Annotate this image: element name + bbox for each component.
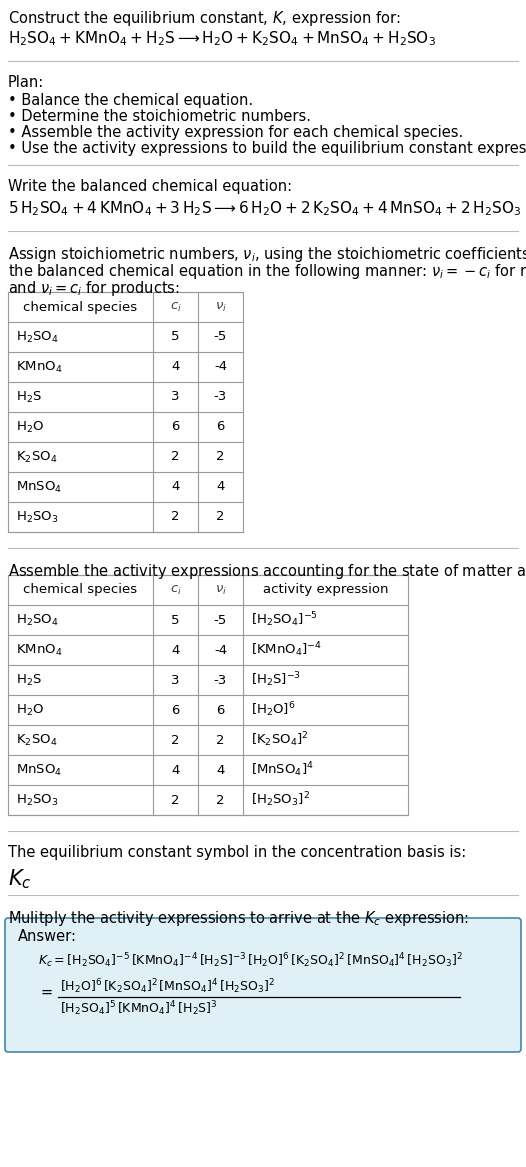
Text: $\mathrm{H_2S}$: $\mathrm{H_2S}$	[16, 672, 42, 687]
Text: $\mathrm{K_2SO_4}$: $\mathrm{K_2SO_4}$	[16, 733, 57, 748]
Text: • Determine the stoichiometric numbers.: • Determine the stoichiometric numbers.	[8, 109, 311, 124]
Text: 2: 2	[216, 450, 225, 463]
Text: The equilibrium constant symbol in the concentration basis is:: The equilibrium constant symbol in the c…	[8, 845, 466, 860]
Text: 4: 4	[216, 481, 225, 494]
Text: 5: 5	[171, 614, 180, 627]
Text: 5: 5	[171, 330, 180, 343]
Text: • Assemble the activity expression for each chemical species.: • Assemble the activity expression for e…	[8, 125, 463, 140]
Text: 3: 3	[171, 391, 180, 404]
Text: $\mathrm{H_2SO_4 + KMnO_4 + H_2S \longrightarrow H_2O + K_2SO_4 + MnSO_4 + H_2SO: $\mathrm{H_2SO_4 + KMnO_4 + H_2S \longri…	[8, 29, 436, 48]
Text: 2: 2	[171, 450, 180, 463]
Text: chemical species: chemical species	[24, 584, 138, 596]
Text: 2: 2	[171, 510, 180, 524]
Text: $\mathrm{[H_2O]^6\,[K_2SO_4]^2\,[MnSO_4]^4\,[H_2SO_3]^2}$: $\mathrm{[H_2O]^6\,[K_2SO_4]^2\,[MnSO_4]…	[60, 977, 275, 995]
Text: activity expression: activity expression	[263, 584, 388, 596]
Text: 4: 4	[171, 763, 180, 776]
Text: 4: 4	[171, 481, 180, 494]
Text: Construct the equilibrium constant, $K$, expression for:: Construct the equilibrium constant, $K$,…	[8, 9, 401, 28]
Text: 3: 3	[171, 673, 180, 686]
Text: 6: 6	[171, 704, 180, 717]
Text: $\mathrm{MnSO_4}$: $\mathrm{MnSO_4}$	[16, 480, 62, 495]
Text: 2: 2	[171, 734, 180, 747]
Bar	[8, 575, 408, 815]
Text: $\mathrm{H_2SO_3}$: $\mathrm{H_2SO_3}$	[16, 792, 58, 808]
Text: $\mathrm{H_2O}$: $\mathrm{H_2O}$	[16, 419, 44, 434]
Text: $\mathrm{H_2SO_4}$: $\mathrm{H_2SO_4}$	[16, 329, 58, 344]
Text: $c_i$: $c_i$	[169, 300, 181, 314]
Text: -3: -3	[214, 673, 227, 686]
Text: Assemble the activity expressions accounting for the state of matter and $\nu_i$: Assemble the activity expressions accoun…	[8, 562, 526, 581]
Text: -4: -4	[214, 361, 227, 373]
Text: $\mathrm{[MnSO_4]^{4}}$: $\mathrm{[MnSO_4]^{4}}$	[251, 761, 314, 780]
Text: • Use the activity expressions to build the equilibrium constant expression.: • Use the activity expressions to build …	[8, 141, 526, 156]
Text: $\mathrm{H_2S}$: $\mathrm{H_2S}$	[16, 390, 42, 405]
Text: chemical species: chemical species	[24, 300, 138, 314]
Text: $K_c = \mathrm{[H_2SO_4]^{-5}\,[KMnO_4]^{-4}\,[H_2S]^{-3}\,[H_2O]^{6}\,[K_2SO_4]: $K_c = \mathrm{[H_2SO_4]^{-5}\,[KMnO_4]^…	[38, 951, 463, 970]
Text: $\mathrm{[KMnO_4]^{-4}}$: $\mathrm{[KMnO_4]^{-4}}$	[251, 641, 322, 659]
Text: Write the balanced chemical equation:: Write the balanced chemical equation:	[8, 179, 292, 194]
Text: $\mathrm{H_2O}$: $\mathrm{H_2O}$	[16, 703, 44, 718]
Text: $\nu_i$: $\nu_i$	[215, 584, 227, 596]
Text: $\mathrm{[H_2SO_4]^{-5}}$: $\mathrm{[H_2SO_4]^{-5}}$	[251, 610, 318, 629]
Text: Mulitply the activity expressions to arrive at the $K_c$ expression:: Mulitply the activity expressions to arr…	[8, 909, 469, 928]
Text: $\mathrm{KMnO_4}$: $\mathrm{KMnO_4}$	[16, 643, 63, 657]
Text: -4: -4	[214, 643, 227, 657]
Text: $\mathrm{K_2SO_4}$: $\mathrm{K_2SO_4}$	[16, 449, 57, 464]
Text: • Balance the chemical equation.: • Balance the chemical equation.	[8, 93, 253, 109]
FancyBboxPatch shape	[5, 918, 521, 1051]
Text: 2: 2	[216, 510, 225, 524]
Text: $\mathrm{H_2SO_4}$: $\mathrm{H_2SO_4}$	[16, 613, 58, 628]
Text: 2: 2	[171, 794, 180, 806]
Text: $\mathrm{5\,H_2SO_4 + 4\,KMnO_4 + 3\,H_2S \longrightarrow 6\,H_2O + 2\,K_2SO_4 +: $\mathrm{5\,H_2SO_4 + 4\,KMnO_4 + 3\,H_2…	[8, 200, 521, 218]
Text: 6: 6	[171, 420, 180, 433]
Text: $\mathrm{H_2SO_3}$: $\mathrm{H_2SO_3}$	[16, 510, 58, 524]
Text: -3: -3	[214, 391, 227, 404]
Text: $\nu_i$: $\nu_i$	[215, 300, 227, 314]
Text: $\mathrm{[H_2O]^{6}}$: $\mathrm{[H_2O]^{6}}$	[251, 700, 296, 719]
Text: Answer:: Answer:	[18, 929, 77, 944]
Text: $\mathrm{KMnO_4}$: $\mathrm{KMnO_4}$	[16, 359, 63, 375]
Text: 4: 4	[171, 361, 180, 373]
Text: the balanced chemical equation in the following manner: $\nu_i = -c_i$ for react: the balanced chemical equation in the fo…	[8, 263, 526, 281]
Text: 2: 2	[216, 734, 225, 747]
Text: 6: 6	[216, 704, 225, 717]
Text: 6: 6	[216, 420, 225, 433]
Text: -5: -5	[214, 330, 227, 343]
Text: Assign stoichiometric numbers, $\nu_i$, using the stoichiometric coefficients, $: Assign stoichiometric numbers, $\nu_i$, …	[8, 245, 526, 264]
Text: $\mathrm{[H_2SO_4]^5\,[KMnO_4]^4\,[H_2S]^3}$: $\mathrm{[H_2SO_4]^5\,[KMnO_4]^4\,[H_2S]…	[60, 999, 218, 1018]
Text: $c_i$: $c_i$	[169, 584, 181, 596]
Bar	[8, 292, 243, 532]
Text: 4: 4	[216, 763, 225, 776]
Text: $\mathrm{MnSO_4}$: $\mathrm{MnSO_4}$	[16, 762, 62, 777]
Text: $\mathrm{[H_2SO_3]^{2}}$: $\mathrm{[H_2SO_3]^{2}}$	[251, 791, 310, 810]
Text: -5: -5	[214, 614, 227, 627]
Text: $\mathrm{[K_2SO_4]^{2}}$: $\mathrm{[K_2SO_4]^{2}}$	[251, 731, 309, 749]
Text: $=$: $=$	[38, 984, 54, 999]
Text: and $\nu_i = c_i$ for products:: and $\nu_i = c_i$ for products:	[8, 279, 180, 298]
Text: Plan:: Plan:	[8, 75, 44, 90]
Text: 4: 4	[171, 643, 180, 657]
Text: $\mathit{K}_c$: $\mathit{K}_c$	[8, 867, 32, 890]
Text: $\mathrm{[H_2S]^{-3}}$: $\mathrm{[H_2S]^{-3}}$	[251, 671, 301, 690]
Text: 2: 2	[216, 794, 225, 806]
